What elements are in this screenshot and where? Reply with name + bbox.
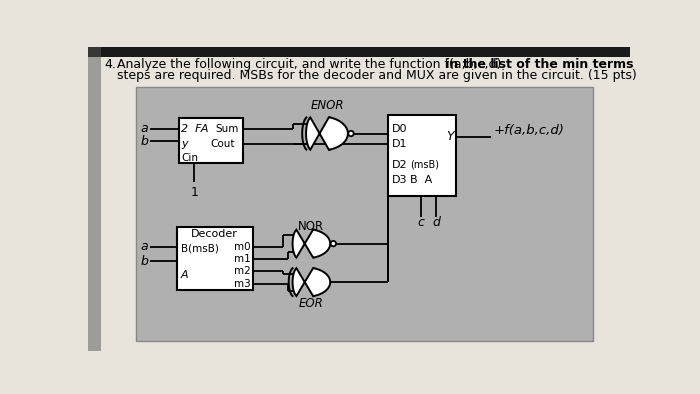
Text: B  A: B A: [410, 175, 432, 186]
Text: (msB): (msB): [410, 159, 439, 169]
Text: Cout: Cout: [210, 139, 235, 149]
Polygon shape: [293, 229, 330, 258]
FancyBboxPatch shape: [389, 115, 456, 196]
Text: m0: m0: [234, 242, 251, 252]
Text: d: d: [433, 216, 440, 229]
Text: D3: D3: [392, 175, 407, 186]
Text: EOR: EOR: [298, 297, 323, 310]
Circle shape: [349, 131, 354, 136]
FancyBboxPatch shape: [176, 227, 253, 290]
Text: steps are required. MSBs for the decoder and MUX are given in the circuit. (15 p: steps are required. MSBs for the decoder…: [117, 69, 637, 82]
Text: y: y: [181, 139, 188, 149]
Text: Cin: Cin: [181, 153, 198, 163]
Text: m2: m2: [234, 266, 251, 276]
Text: 2  FA: 2 FA: [181, 124, 209, 134]
Circle shape: [330, 241, 336, 246]
Text: B(msB): B(msB): [181, 243, 218, 253]
Text: a: a: [140, 240, 148, 253]
Text: 4.: 4.: [104, 58, 116, 71]
Text: b: b: [140, 135, 148, 148]
Text: b: b: [140, 255, 148, 268]
Text: 1: 1: [190, 186, 198, 199]
Text: Sum: Sum: [216, 124, 239, 134]
Polygon shape: [293, 268, 330, 297]
Text: D1: D1: [392, 139, 407, 149]
Text: D2: D2: [392, 160, 407, 170]
FancyBboxPatch shape: [88, 47, 102, 351]
Text: Y: Y: [447, 130, 454, 143]
FancyBboxPatch shape: [179, 118, 242, 163]
Text: NOR: NOR: [298, 220, 324, 233]
Text: Decoder: Decoder: [191, 229, 238, 240]
Text: m3: m3: [234, 279, 251, 289]
FancyBboxPatch shape: [88, 47, 630, 56]
Text: a: a: [140, 123, 148, 136]
Polygon shape: [306, 117, 348, 151]
FancyBboxPatch shape: [136, 87, 593, 342]
Text: c: c: [417, 216, 424, 229]
Text: +f(a,b,c,d): +f(a,b,c,d): [494, 124, 564, 137]
Text: m1: m1: [234, 254, 251, 264]
Text: Analyze the following circuit, and write the function f(a,b,c,d): Analyze the following circuit, and write…: [117, 58, 501, 71]
Text: A: A: [181, 270, 188, 280]
Text: D0: D0: [392, 124, 407, 134]
Text: ENOR: ENOR: [311, 99, 344, 112]
Text: in the list of the min terms: in the list of the min terms: [441, 58, 634, 71]
